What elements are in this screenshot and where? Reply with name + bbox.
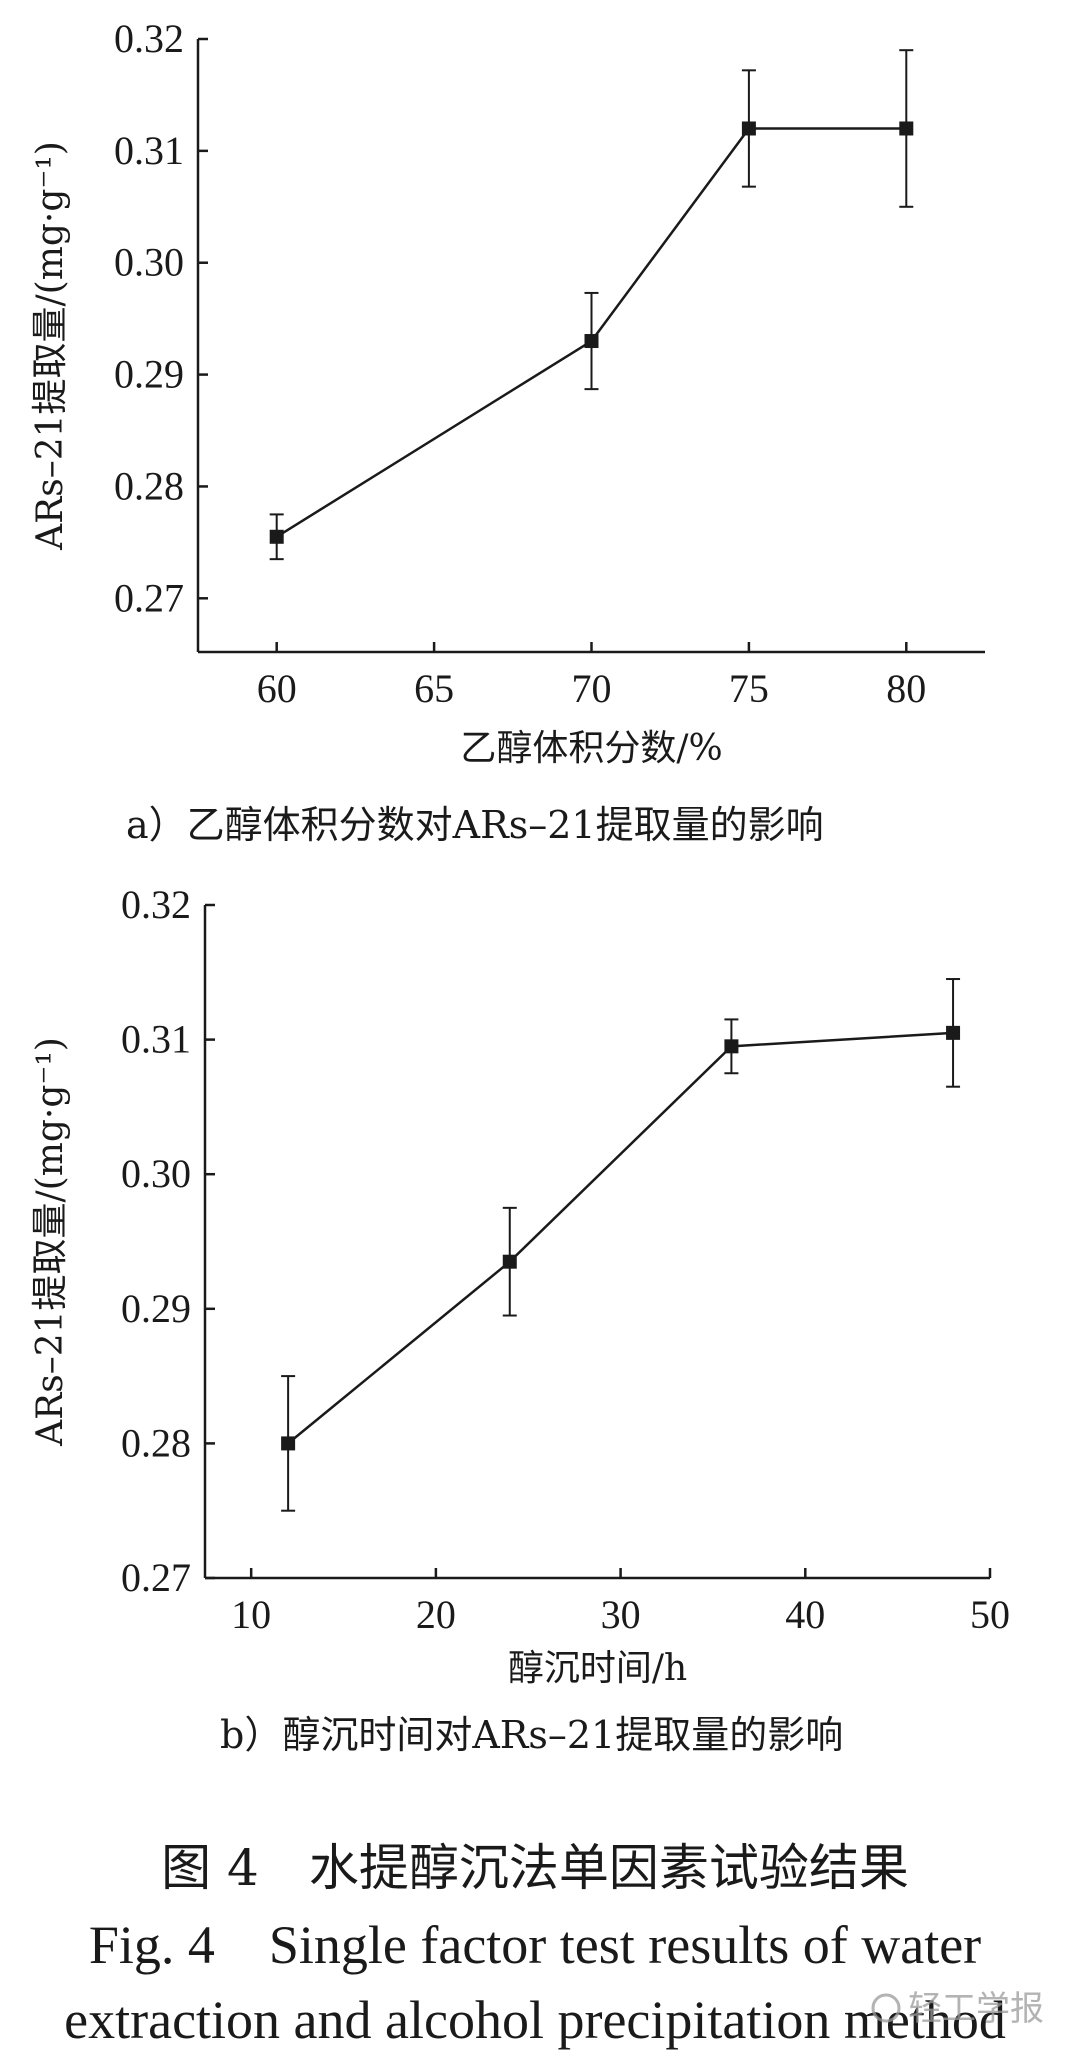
figure-title-en-line2: extraction and alcohol precipitation met… (64, 1990, 1006, 2050)
chart-a-data-point (584, 334, 599, 349)
chart-a-caption: a）乙醇体积分数对ARs–21提取量的影响 (126, 803, 824, 847)
chart-a-series-line (276, 127, 907, 538)
figure-title-cn: 图 4 水提醇沉法单因素试验结果 (161, 1839, 909, 1897)
chart-b-y-tick-label: 0.30 (121, 1151, 191, 1196)
chart-b-x-tick-label: 20 (416, 1592, 456, 1637)
watermark-text: 轻工学报 (908, 1989, 1044, 2029)
chart-a-x-tick-label: 80 (886, 666, 926, 711)
watermark-icon (871, 1993, 901, 2023)
chart-b-y-tick-label: 0.29 (121, 1286, 191, 1331)
figure-title-en-line1: Fig. 4 Single factor test results of wat… (89, 1915, 981, 1975)
chart-b-y-tick-label: 0.27 (121, 1555, 191, 1600)
chart-a-data-point (899, 121, 914, 136)
chart-a-x-tick-label: 70 (572, 666, 612, 711)
chart-b-y-tick-label: 0.31 (121, 1017, 191, 1062)
chart-a-y-tick-label: 0.29 (114, 352, 184, 397)
chart-b-data-point (724, 1039, 739, 1054)
chart-a-y-axis-label: ARs–21提取量/(mg·g⁻¹) (30, 141, 71, 551)
chart-b-caption: b）醇沉时间对ARs–21提取量的影响 (220, 1713, 843, 1757)
chart-b-y-tick-label: 0.32 (121, 882, 191, 927)
chart-b-data-point (502, 1254, 517, 1269)
chart-a-y-tick-label: 0.31 (114, 128, 184, 173)
chart-b-x-tick-label: 40 (785, 1592, 825, 1637)
chart-b-x-tick-label: 50 (970, 1592, 1010, 1637)
chart-a-y-tick-label: 0.28 (114, 463, 184, 508)
chart-a-x-tick-label: 75 (729, 666, 769, 711)
chart-a: 0.27 0.28 0.29 0.30 0.31 0.32 60 65 70 75 80 乙醇体积分数… (30, 16, 985, 769)
chart-b-data-point (281, 1436, 296, 1451)
chart-a-data-point (741, 121, 756, 136)
chart-a-x-tick-label: 65 (414, 666, 454, 711)
chart-a-x-axis-label: 乙醇体积分数/% (460, 728, 722, 769)
chart-b-series-line (287, 1031, 954, 1445)
chart-b: 0.27 0.28 0.29 0.30 0.31 0.32 10 20 30 40 50 醇沉时间/h… (30, 882, 1010, 1689)
chart-b-x-tick-label: 30 (601, 1592, 641, 1637)
chart-a-y-tick-label: 0.32 (114, 16, 184, 61)
chart-b-x-axis-label: 醇沉时间/h (508, 1648, 687, 1689)
chart-b-y-axis-label: ARs–21提取量/(mg·g⁻¹) (30, 1037, 71, 1447)
chart-a-data-point (269, 529, 284, 544)
chart-a-y-tick-label: 0.30 (114, 240, 184, 285)
chart-a-y-tick-label: 0.27 (114, 575, 184, 620)
chart-b-y-tick-label: 0.28 (121, 1420, 191, 1465)
chart-b-data-point (946, 1025, 961, 1040)
chart-b-x-tick-label: 10 (231, 1592, 271, 1637)
chart-a-x-tick-label: 60 (257, 666, 297, 711)
watermark: 轻工学报 (871, 1989, 1044, 2029)
